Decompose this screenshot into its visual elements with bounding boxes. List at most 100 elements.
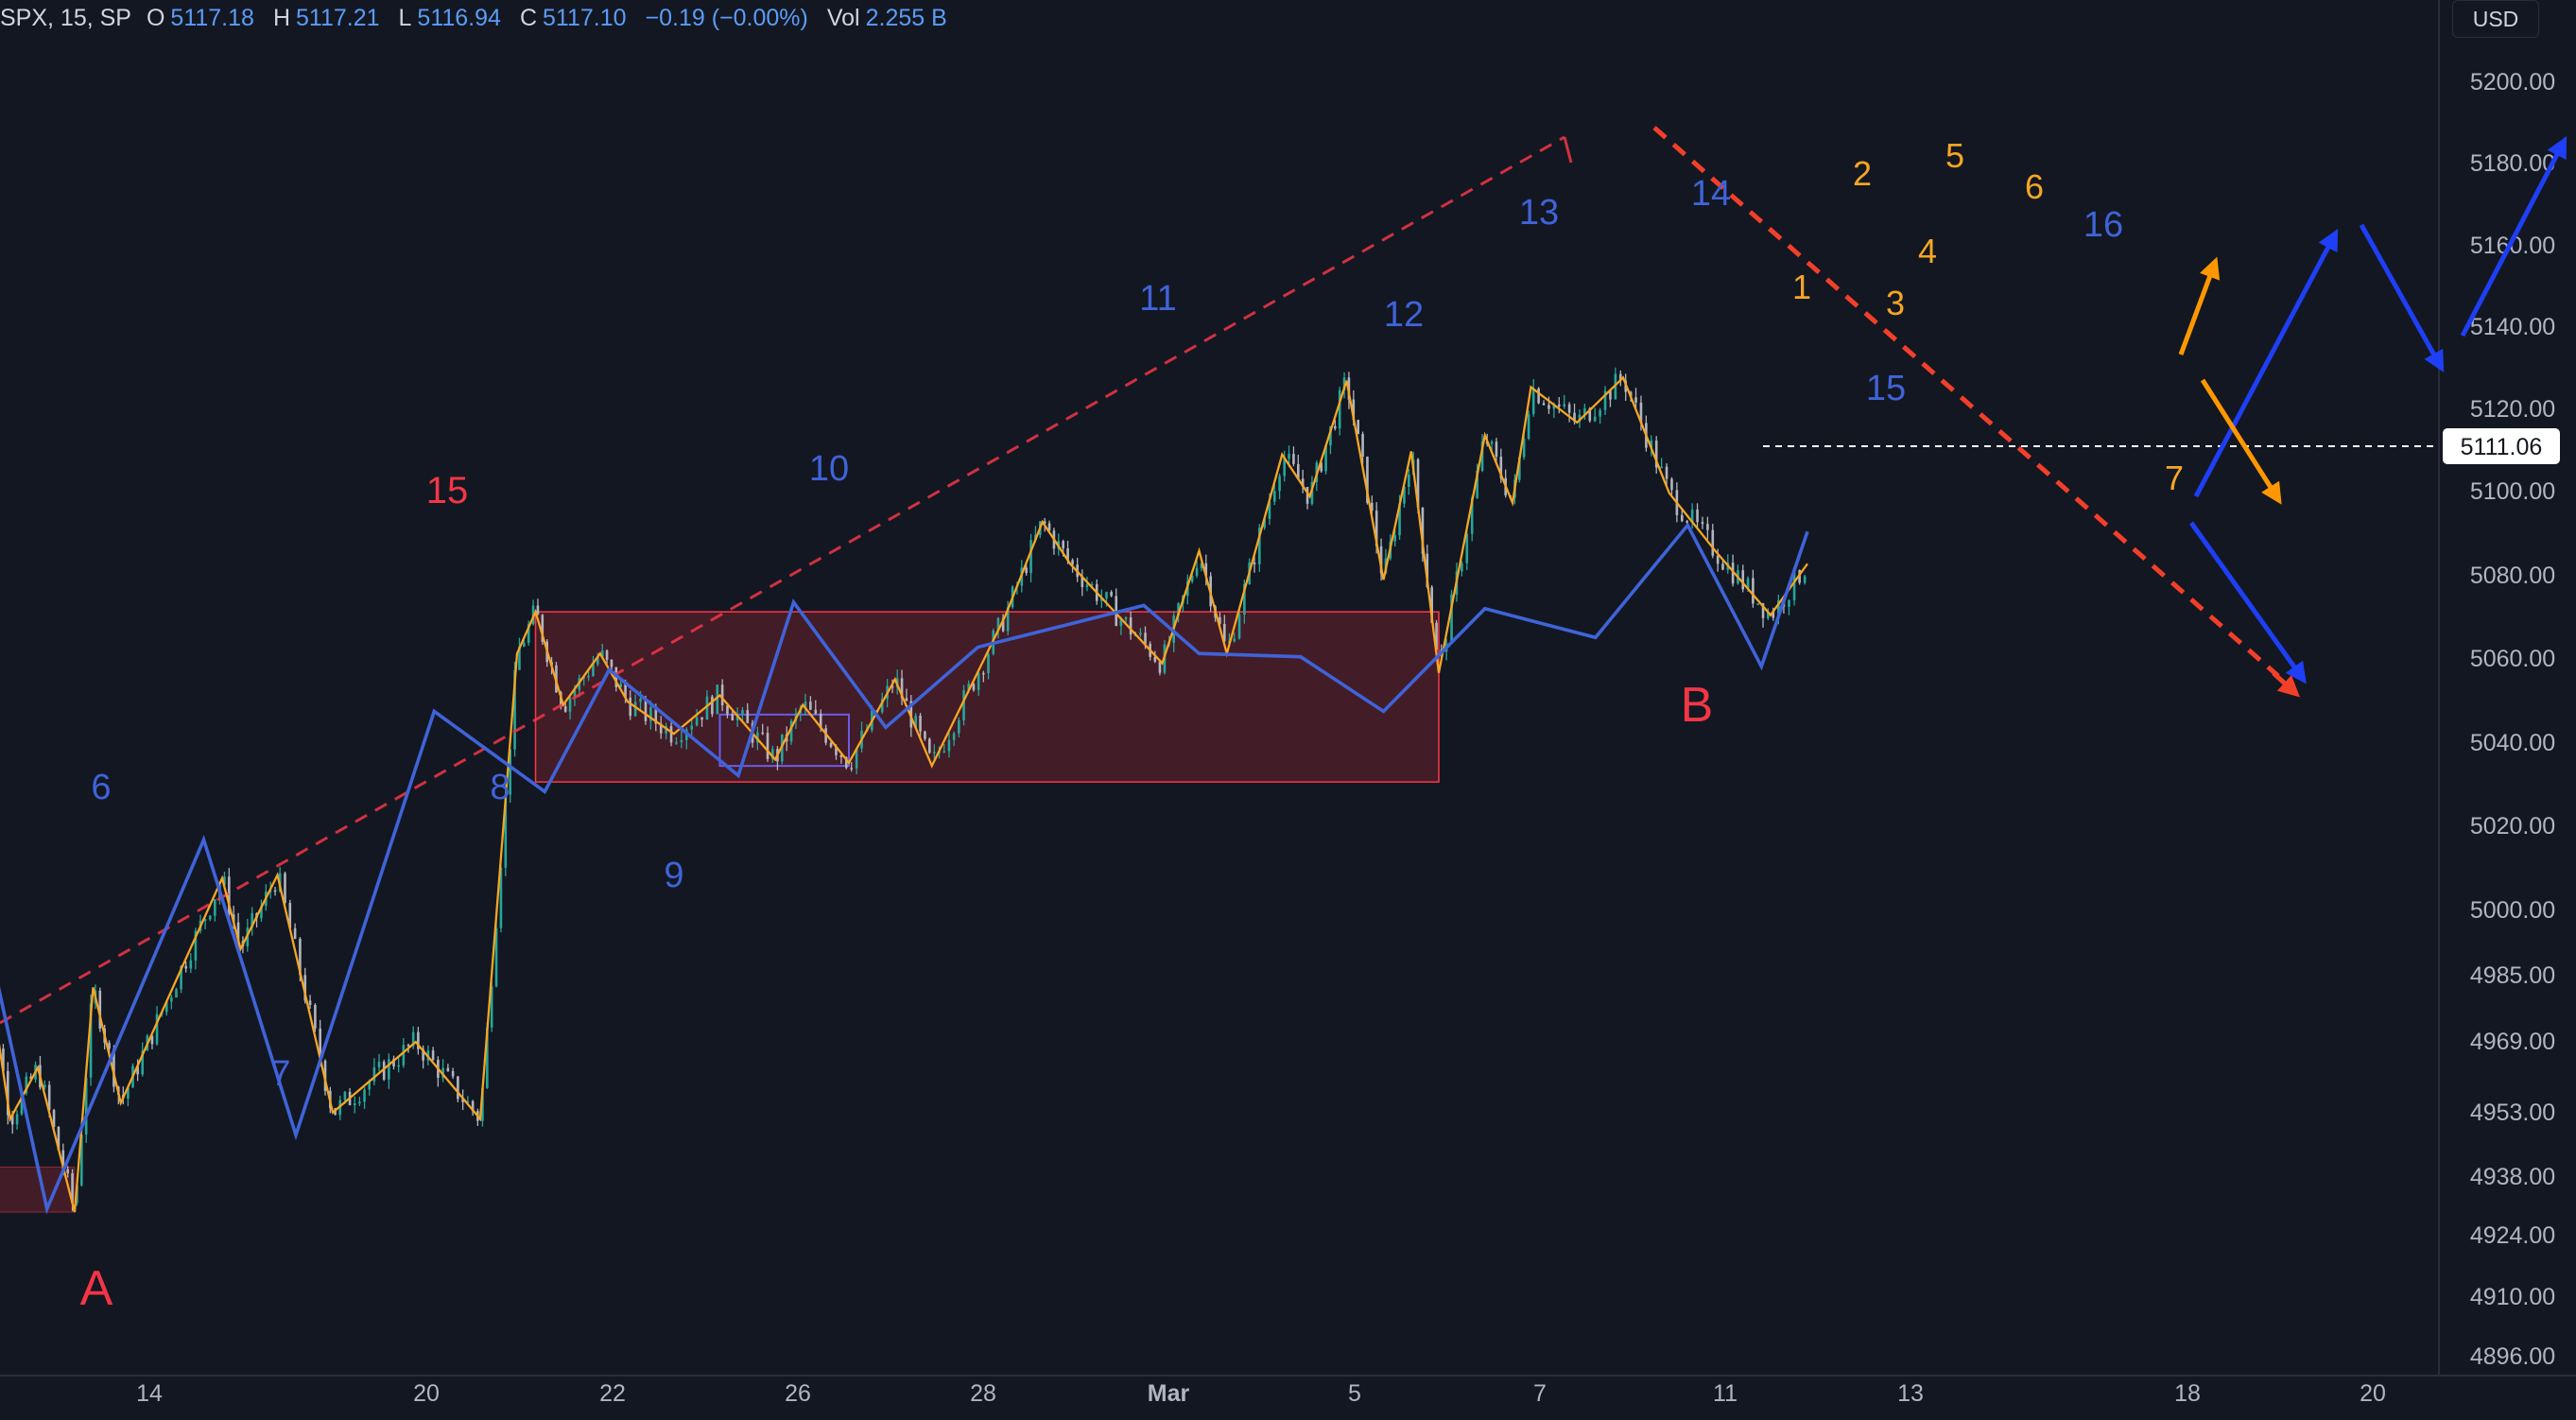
candle-body [1258, 528, 1261, 564]
candle-body [353, 1103, 356, 1105]
candle-body [639, 699, 642, 702]
candle-body [1283, 459, 1286, 476]
candle-body [700, 717, 703, 720]
candle-body [1334, 425, 1337, 429]
candle-body [789, 720, 793, 742]
candle-body [1665, 466, 1668, 479]
candle-body [1701, 522, 1704, 525]
candle-body [43, 1084, 46, 1088]
candle-body [422, 1048, 424, 1061]
candle-body [1609, 390, 1612, 400]
wave-label: 12 [1384, 295, 1424, 335]
time-tick-label: 20 [2360, 1380, 2386, 1407]
candle-body [1105, 592, 1108, 599]
candle-body [490, 986, 493, 1028]
candle-body [170, 997, 173, 1002]
candle-body [303, 975, 307, 1001]
price-tick-label: 5100.00 [2470, 478, 2555, 505]
candle-body [1352, 399, 1356, 421]
candle-body [1338, 390, 1341, 429]
candle-body [1297, 463, 1300, 479]
candle-body [1219, 616, 1221, 624]
candle-body [942, 751, 946, 753]
price-tick-label: 5000.00 [2470, 897, 2555, 924]
candle-body [711, 696, 714, 715]
candle-body [10, 1115, 14, 1125]
wave-label: 5 [1945, 136, 1964, 175]
candle-body [1310, 481, 1314, 504]
candle-body [1430, 587, 1433, 623]
candle-body [214, 899, 216, 916]
time-tick-label: 26 [785, 1380, 811, 1407]
candle-body [1654, 440, 1658, 468]
projection-arrow [2200, 378, 2282, 505]
candle-body [451, 1070, 455, 1077]
candle-body [1634, 397, 1637, 403]
candle-body [541, 615, 545, 642]
candle-body [273, 890, 277, 892]
candle-body [610, 659, 614, 667]
price-tick-label: 5120.00 [2470, 396, 2555, 423]
candle-body [914, 715, 917, 728]
candle-body [1756, 603, 1760, 605]
candle-body [308, 1000, 312, 1005]
candle-body [1393, 535, 1396, 542]
candle-body [850, 768, 854, 770]
projection-arrow [2188, 521, 2307, 684]
price-tick-label: 4910.00 [2470, 1284, 2555, 1310]
candle-body [771, 749, 774, 759]
price-tick-label: 4969.00 [2470, 1029, 2555, 1055]
candle-body [605, 649, 609, 660]
currency-button[interactable]: USD [2452, 0, 2539, 38]
symbol-label[interactable]: SPX, 15, SP [0, 4, 131, 31]
candle-body [1588, 407, 1592, 422]
wave-label: 7 [270, 1054, 290, 1094]
candle-body [705, 696, 709, 720]
candle-body [1398, 503, 1401, 536]
candle-body [1233, 638, 1236, 642]
candle-body [1357, 420, 1359, 435]
candle-body [112, 1048, 115, 1087]
projection-dashed [1652, 126, 2280, 678]
candle-body [1686, 521, 1689, 523]
candle-body [933, 752, 936, 753]
candle-body [1696, 509, 1699, 523]
candle-body [1618, 373, 1622, 381]
wave-label: 3 [1886, 284, 1905, 322]
candle-body [446, 1067, 450, 1071]
candle-body [600, 649, 604, 657]
candle-body [809, 701, 812, 710]
time-tick-label: 7 [1533, 1380, 1547, 1407]
wave-label: 1 [1792, 268, 1811, 306]
projection-arrow [2178, 256, 2221, 355]
candle-body [466, 1100, 470, 1103]
candle-body [766, 733, 769, 759]
candle-body [819, 713, 822, 729]
candle-body [15, 1114, 19, 1125]
candle-body [1139, 632, 1142, 635]
candle-body [890, 685, 894, 688]
time-tick-label: 5 [1348, 1380, 1361, 1407]
candle-body [251, 912, 253, 928]
high-label: H [272, 4, 290, 31]
candle-body [1001, 617, 1005, 632]
candle-body [1320, 462, 1323, 472]
time-tick-label: 11 [1713, 1380, 1738, 1407]
candle-body [1614, 373, 1617, 400]
candle-body [1490, 442, 1494, 444]
candle-body [1223, 623, 1226, 642]
time-tick-label: 28 [970, 1380, 996, 1407]
candle-body [372, 1066, 376, 1082]
wave-label: 11 [1139, 279, 1176, 319]
price-tick-label: 5140.00 [2470, 314, 2555, 340]
candle-body [814, 709, 818, 714]
candle-body [84, 1077, 88, 1135]
candle-body [1301, 478, 1305, 488]
candle-body [189, 960, 193, 969]
candle-body [1547, 405, 1550, 409]
candle-body [494, 927, 498, 987]
candle-body [839, 754, 843, 757]
candle-body [1153, 656, 1157, 662]
